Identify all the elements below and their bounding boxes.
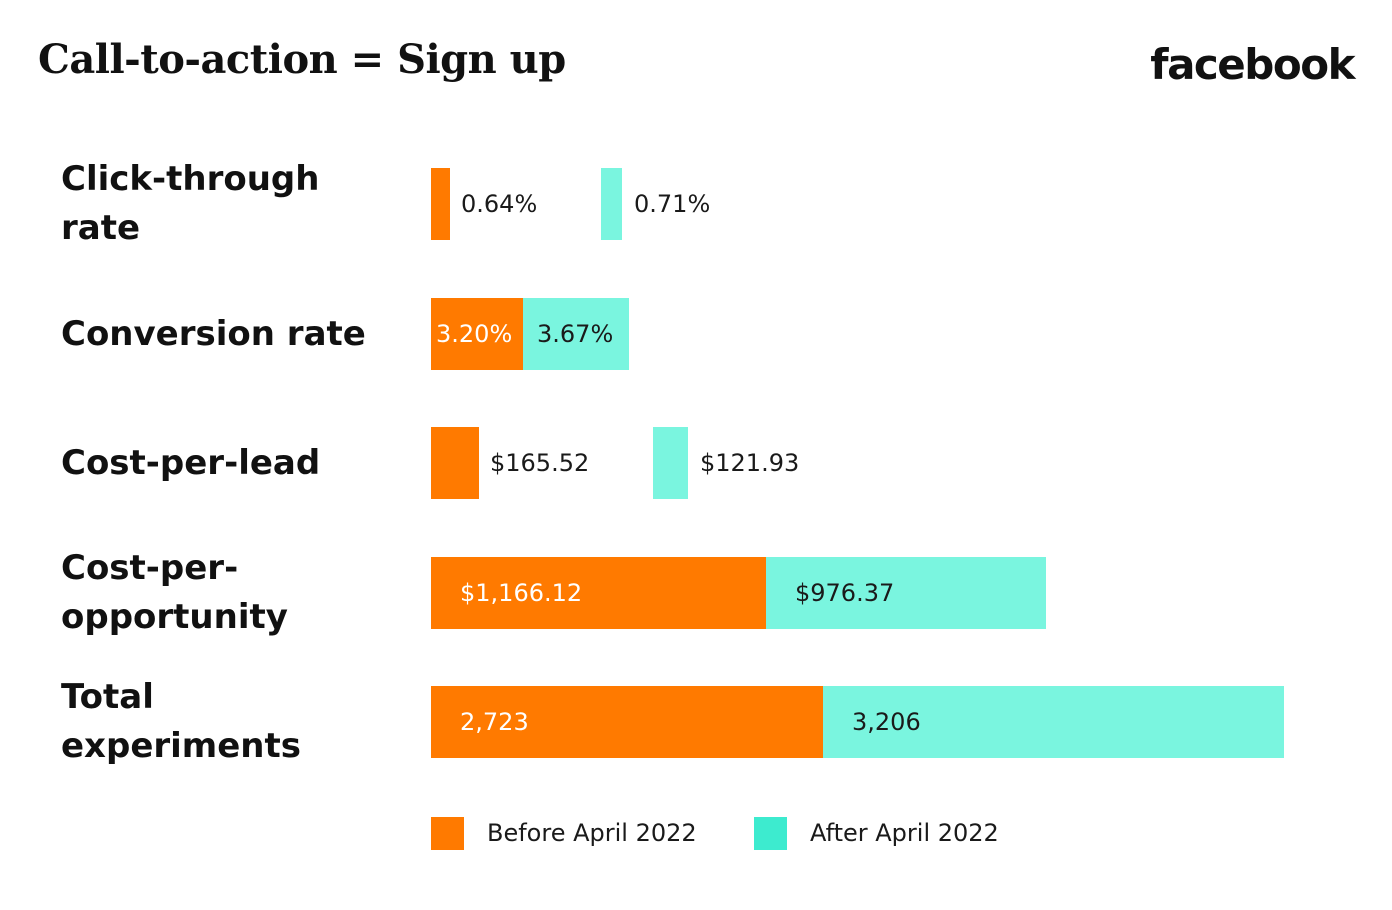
value-label-before-2: 3.20% bbox=[436, 320, 513, 348]
value-label-before-5: 2,723 bbox=[460, 708, 529, 736]
legend-swatch-before bbox=[431, 817, 464, 850]
bar-before-1 bbox=[431, 168, 450, 240]
legend-label-after: After April 2022 bbox=[810, 819, 999, 847]
category-label-3: Cost-per-lead bbox=[61, 439, 320, 488]
bar-after-2 bbox=[523, 298, 629, 370]
category-label-line: Conversion rate bbox=[61, 313, 366, 354]
category-label-line: rate bbox=[61, 208, 141, 248]
value-label-before-4: $1,166.12 bbox=[460, 579, 583, 607]
value-label-after-4: $976.37 bbox=[795, 579, 895, 607]
value-label-after-3: $121.93 bbox=[700, 449, 800, 477]
category-label-2: Conversion rate bbox=[61, 310, 366, 359]
value-label-after-5: 3,206 bbox=[852, 708, 921, 736]
bar-after-3 bbox=[653, 427, 688, 499]
bar-after-5 bbox=[823, 686, 1284, 758]
category-label-line: experiments bbox=[61, 726, 301, 766]
bar-after-4 bbox=[766, 557, 1046, 629]
category-label-line: Click-through bbox=[61, 159, 320, 199]
bar-before-3 bbox=[431, 427, 479, 499]
bar-before-4 bbox=[431, 557, 766, 629]
category-label-line: opportunity bbox=[61, 597, 288, 637]
category-label-4: Cost-per-opportunity bbox=[61, 544, 288, 642]
value-label-before-3: $165.52 bbox=[490, 449, 590, 477]
bar-before-5 bbox=[431, 686, 823, 758]
facebook-logo: facebook bbox=[1150, 40, 1355, 89]
chart-title: Call-to-action = Sign up bbox=[38, 36, 566, 83]
category-label-line: Cost-per-lead bbox=[61, 442, 321, 483]
legend-swatch-after bbox=[754, 817, 787, 850]
bar-after-1 bbox=[601, 168, 622, 240]
legend-label-before: Before April 2022 bbox=[487, 819, 697, 847]
bar-before-2 bbox=[431, 298, 523, 370]
category-label-1: Click-through rate bbox=[61, 155, 319, 253]
value-label-after-2: 3.67% bbox=[537, 320, 614, 348]
value-label-after-1: 0.71% bbox=[634, 190, 711, 218]
category-label-line: Total bbox=[61, 677, 154, 717]
category-label-line: Cost-per- bbox=[61, 548, 239, 588]
value-label-before-1: 0.64% bbox=[461, 190, 538, 218]
category-label-5: Total experiments bbox=[61, 673, 301, 771]
